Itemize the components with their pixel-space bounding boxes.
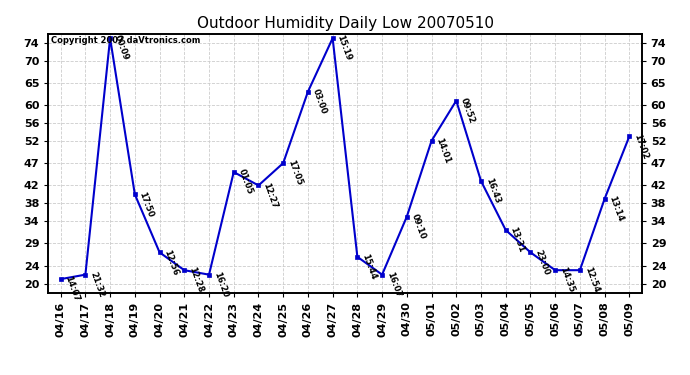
- Text: 23:00: 23:00: [533, 248, 551, 276]
- Text: 09:52: 09:52: [459, 96, 477, 124]
- Text: 01:05: 01:05: [237, 168, 254, 196]
- Text: 17:05: 17:05: [286, 159, 304, 187]
- Text: 16:43: 16:43: [484, 177, 502, 205]
- Text: 17:50: 17:50: [137, 190, 155, 218]
- Text: 13:31: 13:31: [509, 226, 526, 254]
- Text: 17:02: 17:02: [632, 132, 650, 160]
- Text: 12:27: 12:27: [262, 181, 279, 210]
- Text: 12:28: 12:28: [187, 266, 205, 294]
- Text: Copyright 2007 daVtronics.com: Copyright 2007 daVtronics.com: [51, 36, 201, 45]
- Text: 09:10: 09:10: [410, 213, 427, 240]
- Text: 12:54: 12:54: [582, 266, 600, 294]
- Text: 16:20: 16:20: [212, 270, 229, 299]
- Text: 14:35: 14:35: [558, 266, 575, 294]
- Text: 21:32: 21:32: [88, 270, 106, 299]
- Text: 16:07: 16:07: [385, 270, 402, 298]
- Text: 00:09: 00:09: [113, 34, 130, 62]
- Text: 13:14: 13:14: [607, 195, 625, 223]
- Text: 12:56: 12:56: [162, 248, 180, 276]
- Text: 03:00: 03:00: [310, 88, 328, 116]
- Text: 15:44: 15:44: [360, 253, 378, 281]
- Title: Outdoor Humidity Daily Low 20070510: Outdoor Humidity Daily Low 20070510: [197, 16, 493, 31]
- Text: 14:01: 14:01: [434, 136, 452, 165]
- Text: 14:07: 14:07: [63, 275, 81, 303]
- Text: 15:19: 15:19: [335, 34, 353, 62]
